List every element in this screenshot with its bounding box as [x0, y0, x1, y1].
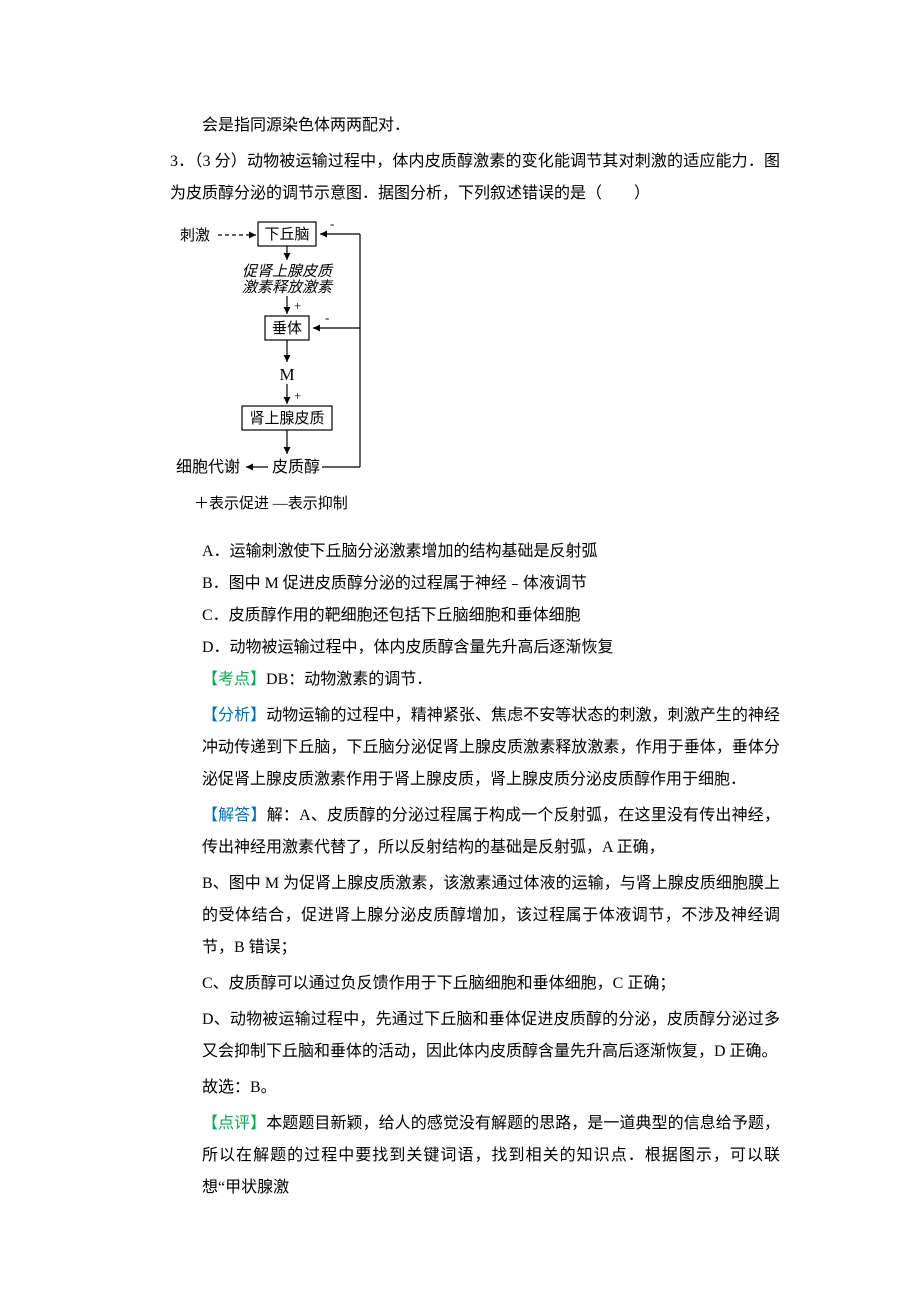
diagram-hypothalamus-label: 下丘脑 — [264, 226, 309, 243]
jieda-a: 【解答】解：A、皮质醇的分泌过程属于构成一个反射弧，在这里没有传出神经，传出神经… — [202, 800, 780, 864]
diagram-m-label: M — [279, 365, 294, 384]
diagram-stimulus-label: 刺激 — [180, 227, 210, 244]
jieda-d: D、动物被运输过程中，先通过下丘脑和垂体促进皮质醇的分泌，皮质醇分泌过多又会抑制… — [202, 1004, 780, 1068]
analysis-block: 【考点】DB：动物激素的调节． 【分析】动物运输的过程中，精神紧张、焦虑不安等状… — [170, 664, 780, 1204]
diagram-metabolism-label: 细胞代谢 — [176, 458, 240, 476]
jieda-tag: 【解答】 — [202, 807, 267, 824]
diagram-minus-hypo: - — [330, 218, 334, 231]
fenxi-tag: 【分析】 — [202, 707, 266, 724]
fenxi-text: 动物运输的过程中，精神紧张、焦虑不安等状态的刺激，刺激产生的神经冲动传递到下丘脑… — [202, 707, 780, 788]
kaodian-text: DB：动物激素的调节． — [266, 671, 432, 688]
diagram-minus-pit: - — [325, 310, 329, 325]
diagram-cortisol-label: 皮质醇 — [272, 458, 320, 476]
question-score: （3 分） — [194, 153, 247, 170]
diagram-rh-label-1: 促肾上腺皮质 — [242, 263, 334, 280]
question-number: 3 — [170, 153, 178, 170]
diagram-plus-1: + — [294, 298, 301, 313]
kaodian-line: 【考点】DB：动物激素的调节． — [202, 664, 780, 696]
option-a: A．运输刺激使下丘脑分泌激素增加的结构基础是反射弧 — [170, 536, 780, 568]
jieda-b: B、图中 M 为促肾上腺皮质激素，该激素通过体液的运输，与肾上腺皮质细胞膜上的受… — [202, 868, 780, 964]
jieda-c: C、皮质醇可以通过负反馈作用于下丘脑细胞和垂体细胞，C 正确； — [202, 968, 780, 1000]
diagram-container: 刺激 下丘脑 - 促肾上腺皮质 激素释放激素 + 垂体 - — [170, 218, 780, 528]
option-c: C．皮质醇作用的靶细胞还包括下丘脑细胞和垂体细胞 — [170, 600, 780, 632]
fenxi-line: 【分析】动物运输的过程中，精神紧张、焦虑不安等状态的刺激，刺激产生的神经冲动传递… — [202, 700, 780, 796]
jieda-lead: 解： — [267, 807, 299, 824]
question-stem: 3．（3 分）动物被运输过程中，体内皮质醇激素的变化能调节其对刺激的适应能力．图… — [170, 146, 780, 210]
cortisol-regulation-diagram: 刺激 下丘脑 - 促肾上腺皮质 激素释放激素 + 垂体 - — [170, 218, 400, 528]
jieda-conclusion: 故选：B。 — [202, 1072, 780, 1104]
diagram-pituitary-label: 垂体 — [272, 320, 302, 337]
diagram-rh-label-2: 激素释放激素 — [242, 279, 334, 296]
diagram-adrenal-label: 肾上腺皮质 — [249, 410, 324, 427]
dianping-line: 【点评】本题题目新颖，给人的感觉没有解题的思路，是一道典型的信息给予题，所以在解… — [202, 1108, 780, 1204]
page: 会是指同源染色体两两配对． 3．（3 分）动物被运输过程中，体内皮质醇激素的变化… — [0, 0, 920, 1302]
diagram-legend: ＋表示促进 —表示抑制 — [194, 495, 348, 512]
prev-question-tail: 会是指同源染色体两两配对． — [170, 110, 780, 142]
question-stem-text: 动物被运输过程中，体内皮质醇激素的变化能调节其对刺激的适应能力．图为皮质醇分泌的… — [170, 153, 780, 202]
dianping-tag: 【点评】 — [202, 1115, 266, 1132]
option-d: D．动物被运输过程中，体内皮质醇含量先升高后逐渐恢复 — [170, 632, 780, 664]
kaodian-tag: 【考点】 — [202, 671, 266, 688]
dianping-text: 本题题目新颖，给人的感觉没有解题的思路，是一道典型的信息给予题，所以在解题的过程… — [202, 1115, 780, 1196]
option-b: B．图中 M 促进皮质醇分泌的过程属于神经﹣体液调节 — [170, 568, 780, 600]
diagram-plus-2: + — [294, 388, 301, 403]
